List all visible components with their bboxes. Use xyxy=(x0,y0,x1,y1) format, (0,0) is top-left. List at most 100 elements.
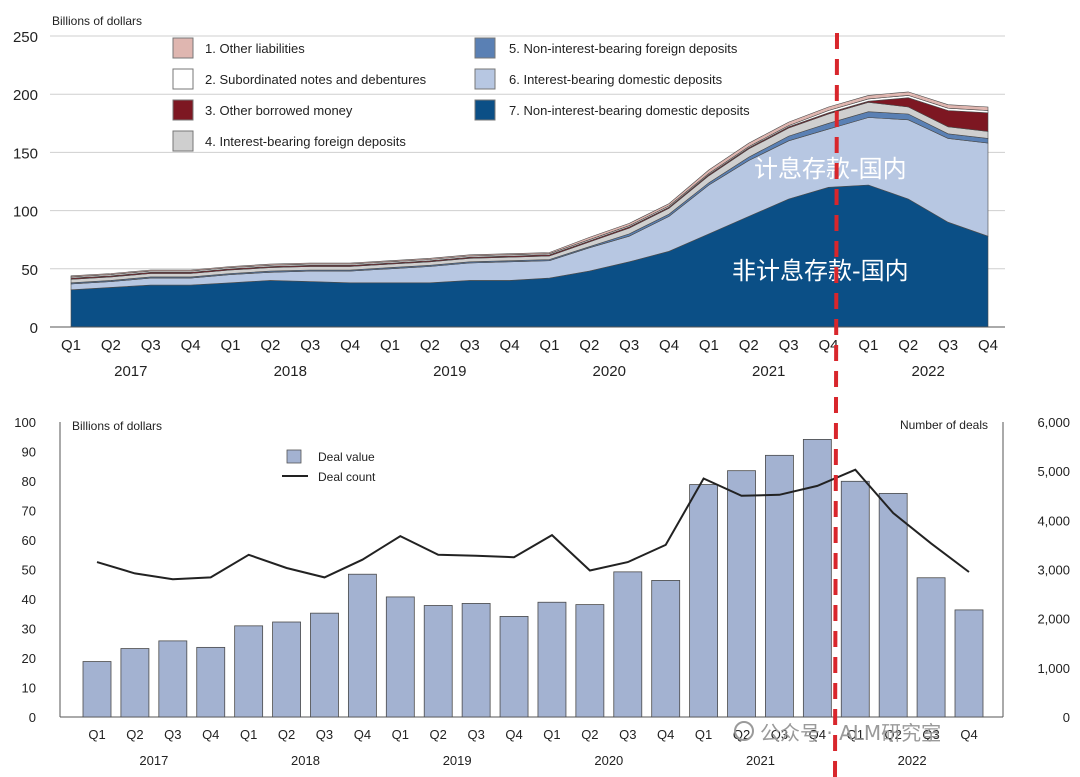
top-year-label: 2019 xyxy=(433,363,466,380)
top-y-tick-label: 100 xyxy=(13,204,38,221)
deal-value-bar xyxy=(461,603,491,718)
divider-dashed-line xyxy=(833,32,839,777)
top-x-tick-label: Q3 xyxy=(779,337,799,354)
bar-line-chart: Billions of dollars Number of deals 0 10 2… xyxy=(14,415,1070,768)
deal-value-bar xyxy=(840,480,870,718)
legend-label-deal-value: Deal value xyxy=(318,450,375,464)
deal-value-bar xyxy=(234,625,264,718)
legend-label-s6: 6. Interest-bearing domestic deposits xyxy=(509,72,723,87)
legend-swatch-s4 xyxy=(172,130,194,152)
bottom-x-tick-label: Q4 xyxy=(505,727,522,742)
deal-value-bar xyxy=(689,484,719,718)
top-x-tick-label: Q1 xyxy=(61,337,81,354)
top-x-tick-label: Q1 xyxy=(858,337,878,354)
top-y-axis-unit: Billions of dollars xyxy=(52,14,142,28)
bottom-right-axis-unit: Number of deals xyxy=(900,418,988,432)
legend-swatch-s1 xyxy=(172,37,194,59)
bottom-year-label: 2019 xyxy=(443,753,472,768)
bottom-right-tick-label: 6,000 xyxy=(1037,415,1070,430)
deal-value-bar xyxy=(385,596,415,718)
bottom-x-tick-label: Q2 xyxy=(581,727,598,742)
legend-item-other-liabilities: 1. Other liabilities xyxy=(172,37,305,59)
deal-value-bar xyxy=(423,605,453,718)
bottom-left-tick-label: 70 xyxy=(22,504,36,519)
top-year-label: 2022 xyxy=(912,363,945,380)
legend-label-s3: 3. Other borrowed money xyxy=(205,103,353,118)
bottom-x-tick-label: Q3 xyxy=(164,727,181,742)
deal-value-bar xyxy=(727,470,756,718)
bottom-x-tick-label: Q3 xyxy=(316,727,333,742)
legend-label-s1: 1. Other liabilities xyxy=(205,41,305,56)
top-x-tick-label: Q4 xyxy=(181,337,201,354)
top-x-tick-label: Q1 xyxy=(699,337,719,354)
deal-value-bar xyxy=(82,661,112,718)
bottom-year-label: 2017 xyxy=(139,753,168,768)
legend-label-s7: 7. Non-interest-bearing domestic deposit… xyxy=(509,103,750,118)
top-year-labels: 2017 2018 2019 2020 2021 2022 xyxy=(114,363,945,380)
bottom-x-tick-label: Q3 xyxy=(922,727,939,742)
area-s1 xyxy=(70,91,989,278)
top-area-series xyxy=(70,91,989,328)
bottom-left-tick-label: 80 xyxy=(22,474,36,489)
deal-value-bar xyxy=(575,604,605,718)
top-x-tick-label: Q4 xyxy=(819,337,839,354)
top-year-label: 2018 xyxy=(274,363,307,380)
deal-value-bar xyxy=(765,454,794,718)
deal-value-bar xyxy=(916,577,946,718)
bottom-year-label: 2020 xyxy=(594,753,623,768)
top-x-tick-label: Q2 xyxy=(579,337,599,354)
top-x-tick-label: Q1 xyxy=(220,337,240,354)
bottom-x-tick-label: Q4 xyxy=(960,727,977,742)
top-y-tick-label: 200 xyxy=(13,87,38,104)
top-y-tick-label: 50 xyxy=(21,262,38,279)
annotation-non-interest-bearing-domestic: 非计息存款-国内 xyxy=(732,257,909,285)
top-x-tick-label: Q4 xyxy=(500,337,520,354)
bottom-right-tick-label: 1,000 xyxy=(1037,661,1070,676)
top-y-tick-labels: 0 50 100 150 200 250 xyxy=(13,29,38,337)
top-legend: 1. Other liabilities 2. Subordinated not… xyxy=(172,37,750,152)
bottom-x-tick-label: Q1 xyxy=(543,727,560,742)
wechat-icon xyxy=(734,721,754,741)
top-x-tick-label: Q3 xyxy=(141,337,161,354)
deal-value-bar xyxy=(878,492,908,718)
watermark-text: 公众号 · ALM研究室 xyxy=(760,721,941,745)
deal-value-bar xyxy=(954,609,984,718)
bottom-right-tick-label: 2,000 xyxy=(1037,612,1070,627)
bottom-x-tick-label: Q3 xyxy=(619,727,636,742)
top-year-label: 2017 xyxy=(114,363,147,380)
bottom-x-tick-label: Q1 xyxy=(240,727,257,742)
legend-label-deal-count: Deal count xyxy=(318,470,376,484)
bottom-x-tick-label: Q4 xyxy=(809,727,826,742)
top-x-tick-label: Q1 xyxy=(380,337,400,354)
bottom-left-tick-label: 20 xyxy=(22,651,36,666)
top-year-label: 2020 xyxy=(593,363,626,380)
top-x-tick-label: Q2 xyxy=(260,337,280,354)
deal-value-bar xyxy=(613,571,643,718)
legend-item-interest-bearing-domestic: 6. Interest-bearing domestic deposits xyxy=(474,68,723,90)
bottom-x-tick-label: Q2 xyxy=(126,727,143,742)
bottom-right-tick-labels: 0 1,000 2,000 3,000 4,000 5,000 6,000 xyxy=(1037,415,1070,725)
stacked-area-chart: Billions of dollars 0 50 100 150 200 250 Q1 Q2… xyxy=(13,14,1005,380)
bottom-x-tick-label: Q1 xyxy=(695,727,712,742)
top-y-tick-label: 150 xyxy=(13,145,38,162)
deal-value-bar xyxy=(537,601,567,718)
top-y-tick-label: 250 xyxy=(13,29,38,46)
bottom-right-tick-label: 4,000 xyxy=(1037,513,1070,528)
bottom-right-tick-label: 5,000 xyxy=(1037,464,1070,479)
legend-item-non-interest-bearing-foreign: 5. Non-interest-bearing foreign deposits xyxy=(474,37,738,59)
top-x-tick-label: Q4 xyxy=(340,337,360,354)
bottom-x-tick-label: Q4 xyxy=(657,727,674,742)
bottom-x-tick-label: Q1 xyxy=(88,727,105,742)
deal-value-bar xyxy=(120,648,150,718)
legend-item-non-interest-bearing-domestic: 7. Non-interest-bearing domestic deposit… xyxy=(474,99,750,121)
deal-value-bar xyxy=(158,640,188,718)
deal-value-bar xyxy=(651,580,681,718)
bottom-x-tick-label: Q2 xyxy=(885,727,902,742)
bottom-left-tick-label: 50 xyxy=(22,563,36,578)
deal-value-bar xyxy=(310,612,339,718)
bottom-x-tick-label: Q4 xyxy=(354,727,371,742)
top-x-tick-label: Q2 xyxy=(101,337,121,354)
legend-label-s5: 5. Non-interest-bearing foreign deposits xyxy=(509,41,738,56)
bottom-left-tick-label: 100 xyxy=(14,415,36,430)
legend-swatch-s6 xyxy=(474,68,496,90)
